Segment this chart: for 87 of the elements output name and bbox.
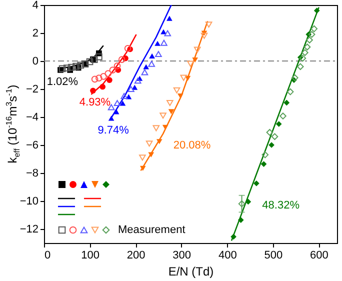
point xyxy=(302,49,308,56)
annotation: 48.32% xyxy=(262,200,300,212)
point xyxy=(124,44,132,52)
point xyxy=(266,128,274,136)
x-tick-label: 0 xyxy=(44,250,51,262)
point xyxy=(114,100,121,106)
point xyxy=(200,32,208,39)
y-tick-label: −6 xyxy=(26,140,38,152)
x-axis-title: E/N (Td) xyxy=(168,264,214,278)
point xyxy=(160,29,166,34)
point xyxy=(146,140,153,147)
y-tick-label: −4 xyxy=(26,112,38,124)
y-tick-label: 0 xyxy=(32,56,38,68)
point xyxy=(139,154,146,161)
point xyxy=(114,62,121,70)
point xyxy=(155,50,162,58)
point xyxy=(166,100,174,106)
point xyxy=(109,66,116,74)
y-tick-label: −10 xyxy=(20,196,38,208)
point xyxy=(96,53,102,60)
point xyxy=(164,30,172,36)
y-tick-label: 4 xyxy=(32,0,38,12)
line-series xyxy=(110,5,172,120)
point xyxy=(280,112,286,120)
point xyxy=(160,40,168,46)
annotation: 4.93% xyxy=(79,96,111,109)
point xyxy=(128,86,134,92)
point xyxy=(168,109,174,114)
point xyxy=(160,112,166,119)
point xyxy=(306,36,313,44)
point xyxy=(100,72,107,80)
point xyxy=(152,125,160,132)
point xyxy=(154,40,160,46)
point xyxy=(304,44,311,50)
x-tick-label: 500 xyxy=(264,250,283,262)
point xyxy=(86,58,94,66)
point xyxy=(141,69,148,76)
x-tick-label: 300 xyxy=(172,250,192,262)
point xyxy=(149,53,155,58)
point xyxy=(91,76,98,83)
point xyxy=(166,16,172,21)
y-tick-label: −12 xyxy=(20,224,38,236)
x-tick-label: 400 xyxy=(218,250,237,262)
x-tick-label: 100 xyxy=(81,250,100,262)
point xyxy=(260,161,267,167)
point xyxy=(77,62,84,69)
point xyxy=(180,74,188,81)
annotation: 9.74% xyxy=(98,124,130,136)
point xyxy=(120,100,126,106)
point xyxy=(254,180,260,186)
y-tick-label: −2 xyxy=(26,84,38,96)
point xyxy=(291,74,298,82)
legend-label: Measurement xyxy=(118,224,186,236)
point xyxy=(296,63,304,70)
annotation: 1.02% xyxy=(46,76,78,88)
annotation: 20.08% xyxy=(173,140,211,152)
point xyxy=(132,84,138,90)
line-series xyxy=(90,34,137,95)
point xyxy=(194,46,201,53)
point xyxy=(271,133,278,140)
point xyxy=(187,60,194,67)
point xyxy=(72,62,80,70)
point xyxy=(299,54,306,62)
point xyxy=(120,92,128,100)
point xyxy=(68,64,75,71)
point xyxy=(96,74,102,82)
point xyxy=(104,70,112,78)
point xyxy=(284,100,290,106)
point xyxy=(173,87,180,94)
x-tick-label: 200 xyxy=(126,250,146,262)
point xyxy=(286,88,294,96)
point xyxy=(205,22,212,28)
x-tick-label: 600 xyxy=(310,250,328,262)
point xyxy=(106,77,112,83)
point xyxy=(118,56,126,64)
y-tick-label: 2 xyxy=(32,28,38,40)
point xyxy=(134,78,142,84)
point xyxy=(143,64,150,70)
point xyxy=(308,30,316,38)
point xyxy=(63,64,70,72)
point xyxy=(262,151,269,158)
point xyxy=(310,25,318,32)
point xyxy=(276,121,282,127)
point xyxy=(58,65,66,72)
y-tick-label: −8 xyxy=(26,168,38,180)
point xyxy=(148,60,155,67)
point xyxy=(238,200,246,208)
